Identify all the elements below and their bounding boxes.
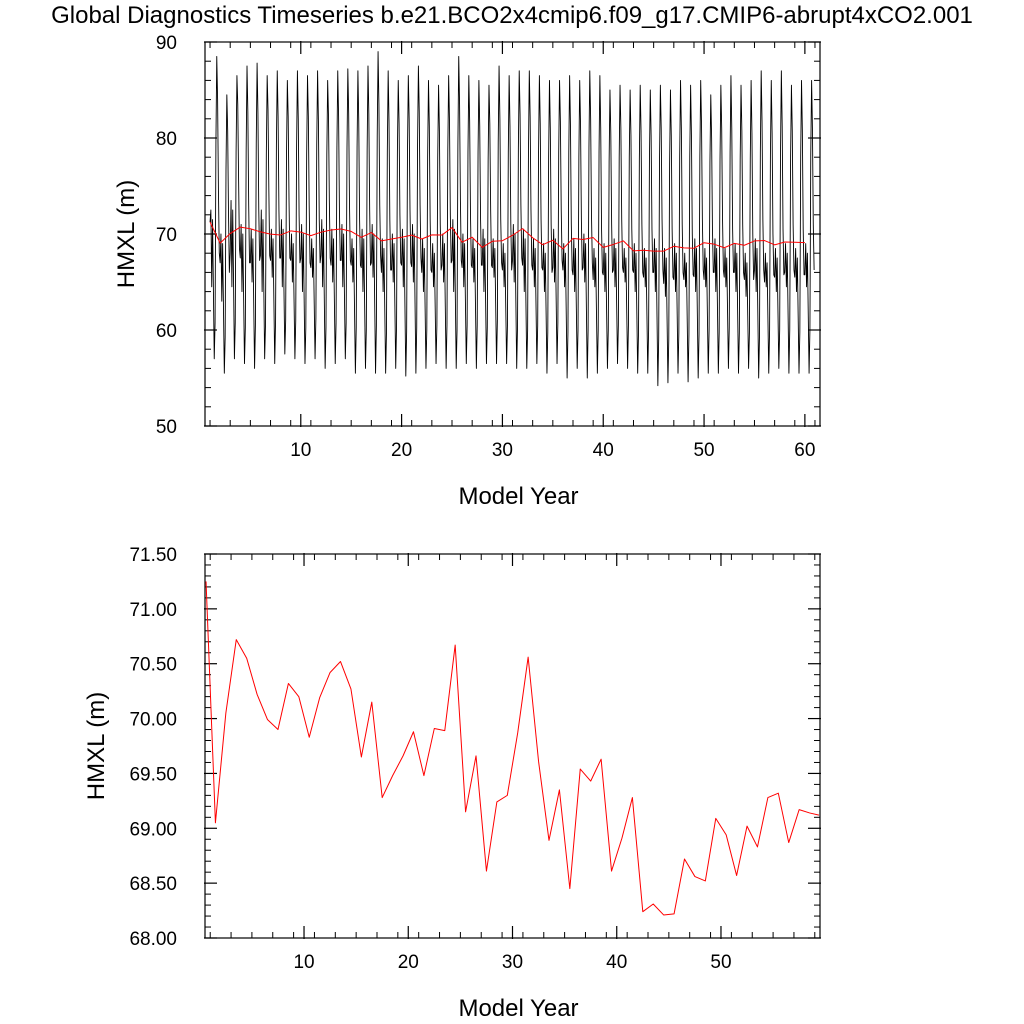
top-series-line-monthly <box>209 51 815 387</box>
bottom-x-tick-label: 10 <box>293 952 314 973</box>
chart-top-hmxl-monthly: 10 20 30 40 50 60 50 60 70 80 90 Model Year HMXL (m) <box>113 33 821 510</box>
top-x-tick-label: 50 <box>693 440 714 461</box>
top-y-tick-label: 80 <box>156 129 177 150</box>
bottom-x-tick-label: 20 <box>398 952 419 973</box>
bottom-x-tick-label: 50 <box>710 952 731 973</box>
top-y-tick-label: 70 <box>156 225 177 246</box>
bottom-y-tick-label: 68.00 <box>129 929 177 950</box>
bottom-y-tick-label: 69.50 <box>129 764 177 785</box>
bottom-y-tick-label: 68.50 <box>129 874 177 895</box>
bottom-y-tick-label: 69.00 <box>129 819 177 840</box>
bottom-y-tick-label: 71.00 <box>129 600 177 621</box>
bottom-y-tick-label: 70.50 <box>129 655 177 676</box>
top-y-tick-label: 90 <box>156 33 177 54</box>
bottom-y-tick-label: 70.00 <box>129 710 177 731</box>
bottom-x-tick-label: 40 <box>606 952 627 973</box>
top-y-axis-title: HMXL (m) <box>113 180 140 288</box>
top-series-line-annual <box>209 221 805 252</box>
top-y-tick-label: 60 <box>156 321 177 342</box>
top-x-tick-label: 20 <box>391 440 412 461</box>
top-y-tick-label: 50 <box>156 417 177 438</box>
top-x-tick-label: 40 <box>593 440 614 461</box>
top-x-tick-label: 60 <box>794 440 815 461</box>
bottom-x-tick-label: 30 <box>502 952 523 973</box>
top-x-tick-label: 30 <box>492 440 513 461</box>
bottom-y-axis-title: HMXL (m) <box>83 692 110 800</box>
bottom-plot-frame <box>204 553 821 939</box>
top-x-tick-label: 10 <box>290 440 311 461</box>
page-title: Global Diagnostics Timeseries b.e21.BCO2… <box>51 2 973 29</box>
top-x-axis-title: Model Year <box>458 483 578 510</box>
chart-bottom-hmxl-annual: 10 20 30 40 50 68.00 68.50 69.00 69.50 70.00 70.50… <box>83 545 821 1022</box>
bottom-y-tick-label: 71.50 <box>129 545 177 566</box>
bottom-series-line-annual <box>205 581 820 916</box>
bottom-x-axis-title: Model Year <box>458 995 578 1022</box>
